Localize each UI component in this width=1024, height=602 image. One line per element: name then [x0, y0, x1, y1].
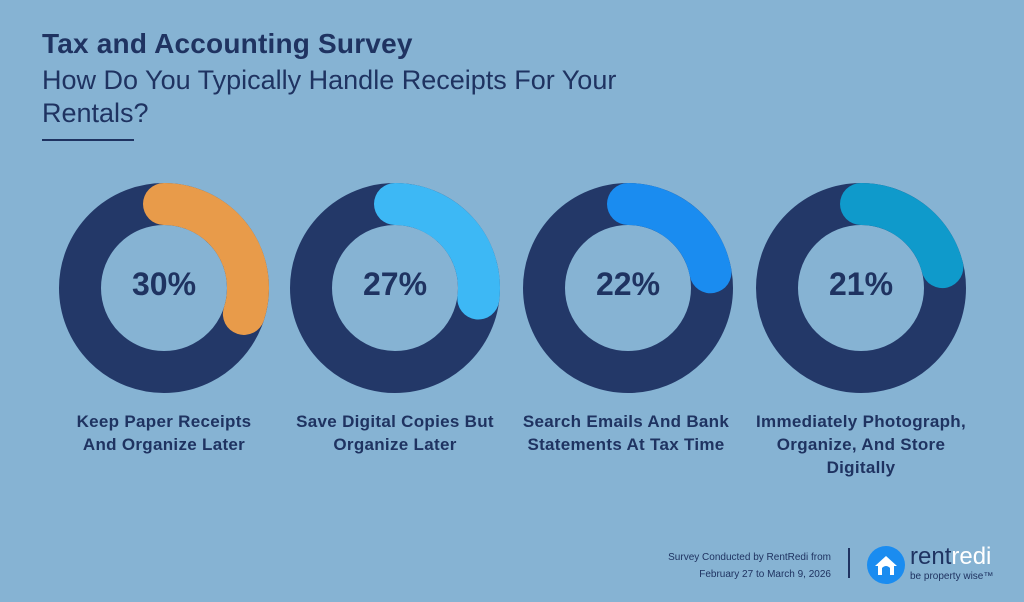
- chart-title: Tax and Accounting Survey: [42, 28, 413, 59]
- donut-svg-3: [523, 183, 733, 393]
- category-label-1: Keep Paper Receipts And Organize Later: [76, 412, 252, 454]
- survey-note: Survey Conducted by RentRedi from Februa…: [668, 549, 831, 583]
- logo-tagline: be property wise™: [910, 571, 994, 582]
- chart-subtitle: How Do You Typically Handle Receipts For…: [42, 65, 617, 128]
- logo-wordmark: rentredi: [910, 543, 991, 571]
- logo-wordmark-redi: redi: [951, 543, 992, 570]
- donut-value-label-2: 27%: [362, 266, 428, 302]
- donut-chart-1: 30%: [58, 182, 270, 394]
- footer-divider: [848, 548, 850, 578]
- donut-charts: 30% 27% 22% 21%: [0, 182, 1024, 412]
- donut-svg-4: [756, 183, 966, 393]
- donut-value-label-4: 21%: [828, 266, 894, 302]
- category-label-4: Immediately Photograph, Organize, And St…: [756, 412, 966, 477]
- donut-segment-4: [840, 183, 964, 289]
- donut-value-label-1: 30%: [131, 266, 197, 302]
- title-underline: [42, 139, 134, 141]
- category-label-2: Save Digital Copies But Organize Later: [296, 412, 494, 454]
- donut-svg-2: [290, 183, 500, 393]
- logo-wordmark-rent: rent: [910, 543, 952, 570]
- house-logo-icon: [867, 546, 905, 584]
- donut-segment-2: [374, 183, 500, 320]
- category-label-3: Search Emails And Bank Statements At Tax…: [522, 412, 730, 454]
- donut-chart-4: 21%: [755, 182, 967, 394]
- rentredi-logo: rentredi be property wise™: [866, 543, 1016, 587]
- donut-chart-2: 27%: [289, 182, 501, 394]
- survey-note-line-2: February 27 to March 9, 2026: [699, 569, 831, 580]
- survey-note-line-1: Survey Conducted by RentRedi from: [668, 552, 831, 563]
- donut-svg-1: [59, 183, 269, 393]
- donut-segment-3: [607, 183, 732, 294]
- donut-chart-3: 22%: [522, 182, 734, 394]
- donut-value-label-3: 22%: [595, 266, 661, 302]
- donut-segment-1: [143, 183, 269, 335]
